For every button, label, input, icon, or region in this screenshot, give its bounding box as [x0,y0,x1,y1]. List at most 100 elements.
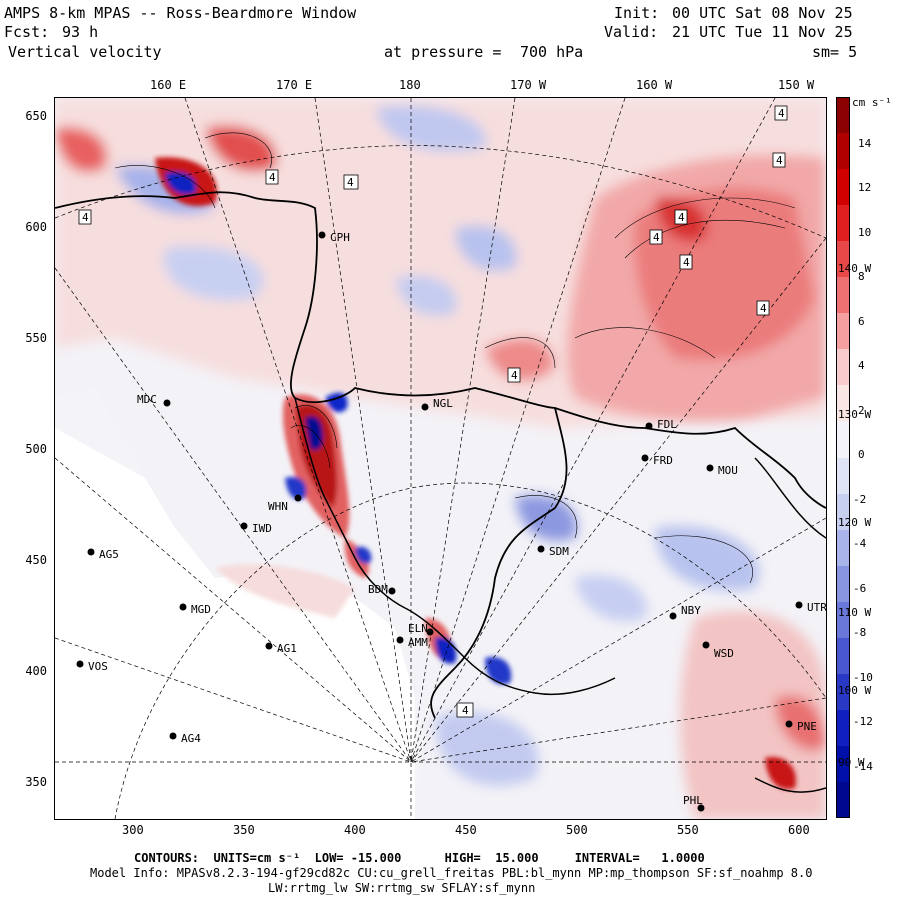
station-label: FRD [653,454,673,467]
contour-value-label: 4 [653,231,660,244]
station-dot [240,522,248,530]
top-axis-label: 180 [399,78,421,92]
left-axis-label: 500 [25,442,47,456]
contour-value-label: 4 [269,171,276,184]
colorbar-swatch [836,457,850,495]
station-label: WSD [714,647,734,660]
fcst-hours: 93 h [62,23,99,41]
station-label: WHN [268,500,288,513]
station-label: NBY [681,604,701,617]
colorbar-swatch [836,493,850,531]
station-dot [702,641,710,649]
pressure-value: 700 hPa [520,43,584,61]
meridian-label: 110 W [838,606,872,619]
colorbar-swatch [836,349,850,386]
field-name: Vertical velocity [8,43,162,61]
station-dot [388,587,396,595]
colorbar-swatch [836,745,850,783]
station-dot [265,642,273,650]
colorbar-label: 2 [858,404,865,417]
station-dot [641,454,649,462]
model-info: Model Info: MPASv8.2.3-194-gf29cd82c CU:… [90,866,813,880]
init-label: Init: [614,4,660,22]
station-label: AG1 [277,642,297,655]
meridian-label: 90 W [838,756,865,769]
station-dot [795,601,803,609]
smoothing-value: sm= 5 [812,43,858,61]
contour-lines [114,132,796,584]
top-axis-label: 170 E [276,78,313,92]
contour-value-label: 4 [462,704,469,717]
station-dot [421,403,429,411]
bottom-axis-label: 550 [677,823,699,837]
contour-value-label: 4 [778,107,785,120]
left-axis-label: 450 [25,553,47,567]
left-axis-label: 350 [25,775,47,789]
meridian-label: 130 W [838,408,872,421]
station-dot [169,732,177,740]
bottom-axis-label: 350 [233,823,255,837]
colorbar-label: -2 [853,493,867,506]
contour-value-labels: 4 4 4 4 4 4 4 4 4 4 4 [78,105,788,718]
colorbar-swatch [836,205,850,242]
station-label: FDL [657,418,677,431]
colorbar-swatch [836,169,850,206]
station-label: MGD [191,603,211,616]
colorbar-label: -14 [853,760,873,773]
colorbar-swatch [836,637,850,675]
station-dot [537,545,545,553]
station-dot [294,494,302,502]
colorbar-swatch [836,709,850,747]
station-dot [396,636,404,644]
colorbar-label: 14 [858,137,872,150]
valid-label: Valid: [604,23,659,41]
station-markers: MDC NGL FDL FRD MOU WHN IWD SDM AG5 BDM MGD NBY UTR E… [76,231,826,812]
bottom-axis-label: 500 [566,823,588,837]
left-axis-label: 400 [25,664,47,678]
station-label: AMM [408,636,428,649]
contour-value-label: 4 [776,154,783,167]
colorbar-label: 12 [858,181,872,194]
colorbar-label: -8 [853,626,867,639]
colorbar-label: 10 [858,226,872,239]
left-axis-label: 550 [25,331,47,345]
station-dot [785,720,793,728]
station-dot [645,422,653,430]
top-axis-label: 160 E [150,78,187,92]
top-axis-label: 170 W [510,78,547,92]
colorbar-units: cm s⁻¹ [852,96,892,109]
station-label: MOU [718,464,738,477]
contour-value-label: 4 [347,176,354,189]
meridian-label: 140 W [838,262,872,275]
valid-time: 21 UTC Tue 11 Nov 25 [672,23,853,41]
colorbar-swatch [836,565,850,603]
station-label: MDC [137,393,157,406]
shaded-field [55,98,826,819]
meridian-label: 100 W [838,684,872,697]
lat-lon-grid [55,98,826,819]
colorbar-swatch [836,601,850,639]
colorbar-label: 6 [858,315,865,328]
colorbar-swatch [836,97,850,134]
colorbar-swatch [836,673,850,711]
colorbar-swatch [836,277,850,314]
colorbar-swatch [836,241,850,278]
top-axis-label: 160 W [636,78,673,92]
contour-value-label: 4 [683,256,690,269]
top-axis-label: 150 W [778,78,815,92]
colorbar-swatch [836,133,850,170]
colorbar-swatch [836,385,850,422]
bottom-axis-label: 600 [788,823,810,837]
fcst-label: Fcst: [4,23,50,41]
station-label: AG4 [181,732,201,745]
map-panel: 4 4 4 4 4 4 4 4 4 4 4 MDC NGL FDL FRD MOU WHN… [54,97,827,820]
station-label: SDM [549,545,569,558]
station-dot [76,660,84,668]
left-axis-label: 650 [25,109,47,123]
bottom-axis-label: 400 [344,823,366,837]
station-label: VOS [88,660,108,673]
meridian-label: 120 W [838,516,872,529]
model-title: AMPS 8-km MPAS -- Ross-Beardmore Window [4,4,357,22]
station-dot [669,612,677,620]
init-time: 00 UTC Sat 08 Nov 25 [672,4,853,22]
